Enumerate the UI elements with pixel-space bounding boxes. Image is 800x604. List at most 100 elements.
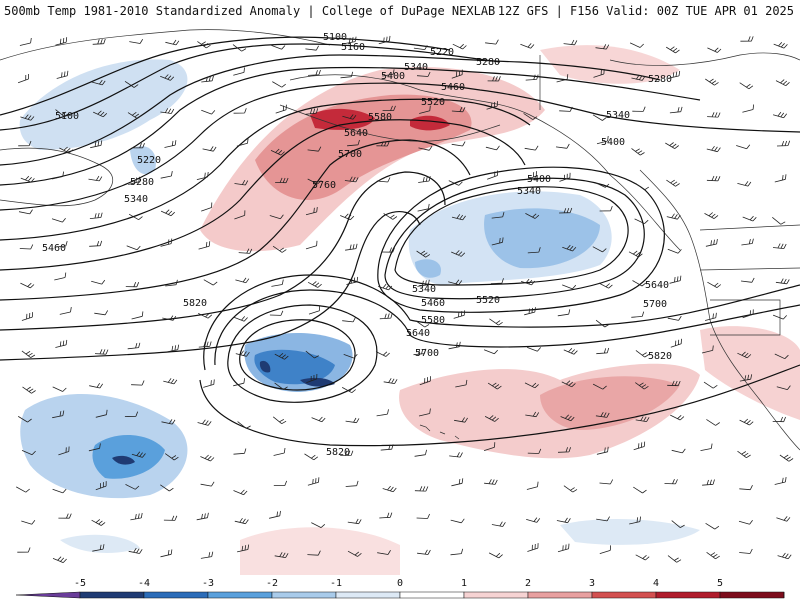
wind-barb bbox=[347, 550, 362, 557]
wind-barb bbox=[91, 279, 106, 285]
wind-barb bbox=[201, 109, 216, 115]
warm-anomaly-region bbox=[700, 326, 800, 420]
wind-barb bbox=[342, 387, 356, 394]
wind-barb bbox=[562, 244, 577, 252]
contour-label: 5400 bbox=[381, 71, 405, 82]
wind-barb bbox=[775, 278, 790, 285]
wind-barb bbox=[127, 342, 141, 350]
wind-barb bbox=[413, 45, 428, 50]
wind-barb bbox=[382, 69, 395, 77]
contour-label: 5580 bbox=[368, 112, 392, 123]
warm-anomaly-region bbox=[540, 376, 680, 430]
colorbar-tick-label: 1 bbox=[461, 578, 467, 589]
wind-barb bbox=[273, 447, 286, 456]
wind-barb bbox=[130, 512, 143, 521]
wind-barb bbox=[342, 317, 356, 323]
wind-barb bbox=[419, 376, 431, 386]
wind-barb bbox=[451, 214, 466, 221]
colorbar-tick-label: -5 bbox=[74, 578, 86, 589]
wind-barb bbox=[633, 441, 646, 451]
wind-barb bbox=[89, 212, 103, 219]
wind-barb bbox=[55, 109, 69, 117]
wind-barb bbox=[487, 76, 501, 82]
wind-barb bbox=[562, 284, 577, 290]
strong-warm-anomaly bbox=[410, 115, 450, 131]
wind-barb bbox=[670, 338, 682, 348]
wind-barb bbox=[88, 175, 103, 182]
wind-barb bbox=[671, 520, 685, 528]
colorbar-swatch bbox=[271, 591, 337, 599]
wind-barb bbox=[233, 448, 247, 455]
wind-barb bbox=[707, 47, 722, 53]
wind-barb bbox=[382, 105, 396, 111]
colorbar-tick-label: 2 bbox=[525, 578, 531, 589]
wind-barb bbox=[633, 486, 647, 494]
cold-anomaly-region bbox=[415, 259, 441, 278]
wind-barb bbox=[664, 479, 678, 485]
wind-barb bbox=[777, 552, 792, 560]
colorbar-swatches bbox=[15, 591, 785, 599]
wind-barb bbox=[125, 281, 140, 288]
contour-label: 5700 bbox=[415, 348, 439, 359]
wind-barb bbox=[666, 213, 681, 220]
colorbar-tick-label: -1 bbox=[330, 578, 342, 589]
contour-label: 5400 bbox=[601, 137, 625, 148]
strong-warm-anomaly bbox=[310, 108, 375, 130]
wind-barb bbox=[599, 545, 611, 554]
wind-barb bbox=[491, 521, 506, 527]
wind-barb bbox=[524, 382, 539, 389]
wind-barb bbox=[272, 416, 287, 425]
wind-barb bbox=[774, 477, 787, 485]
wind-barb bbox=[670, 414, 685, 421]
wind-barb bbox=[524, 145, 539, 151]
wind-barb bbox=[20, 282, 35, 289]
wind-barb bbox=[305, 350, 319, 359]
wind-barb bbox=[631, 74, 646, 81]
wind-barb bbox=[233, 489, 248, 496]
wind-barb bbox=[270, 148, 285, 156]
wind-barb bbox=[55, 37, 68, 46]
contour-label: 5280 bbox=[130, 177, 154, 188]
wind-barb bbox=[160, 74, 175, 81]
wind-barb bbox=[233, 67, 245, 76]
wind-barb bbox=[125, 484, 140, 490]
wind-barb bbox=[416, 513, 430, 519]
contour-label: 5700 bbox=[338, 149, 362, 160]
wind-barb bbox=[382, 485, 397, 493]
contour-labels: 5100 5160 5220 5280 5340 5400 5460 5520 … bbox=[42, 32, 672, 458]
wind-barb bbox=[124, 80, 139, 88]
wind-barb bbox=[375, 351, 390, 357]
wind-barb bbox=[415, 320, 430, 328]
extreme-cold-anomaly bbox=[259, 360, 271, 373]
wind-barb bbox=[556, 517, 571, 524]
warm-anomaly-region bbox=[540, 45, 680, 84]
wind-barb bbox=[629, 42, 644, 48]
wind-barb bbox=[197, 41, 211, 49]
wind-barb bbox=[162, 315, 177, 321]
wind-barb bbox=[201, 202, 213, 212]
wind-barb bbox=[704, 212, 719, 219]
wind-barb bbox=[669, 106, 683, 114]
wind-barb bbox=[233, 378, 245, 387]
wind-barb bbox=[128, 213, 143, 221]
contour-label: 5460 bbox=[441, 82, 465, 93]
wind-barb bbox=[563, 39, 578, 46]
wind-barb bbox=[488, 552, 503, 559]
wind-barb bbox=[557, 309, 571, 317]
wind-barb bbox=[197, 419, 212, 426]
wind-barb bbox=[20, 114, 35, 121]
wind-barb bbox=[269, 214, 284, 220]
wind-barb bbox=[383, 213, 398, 220]
wind-barb bbox=[704, 312, 717, 321]
wind-barb bbox=[706, 145, 721, 153]
wind-barb bbox=[274, 352, 289, 360]
wind-barb bbox=[166, 344, 180, 353]
wind-barb bbox=[772, 216, 786, 225]
colorbar-swatch bbox=[527, 591, 593, 599]
wind-barb bbox=[56, 70, 69, 79]
wind-barb bbox=[559, 172, 571, 182]
wind-barb bbox=[21, 312, 33, 321]
wind-barb bbox=[272, 81, 286, 88]
wind-barb bbox=[200, 454, 215, 462]
wind-barb bbox=[345, 480, 359, 487]
